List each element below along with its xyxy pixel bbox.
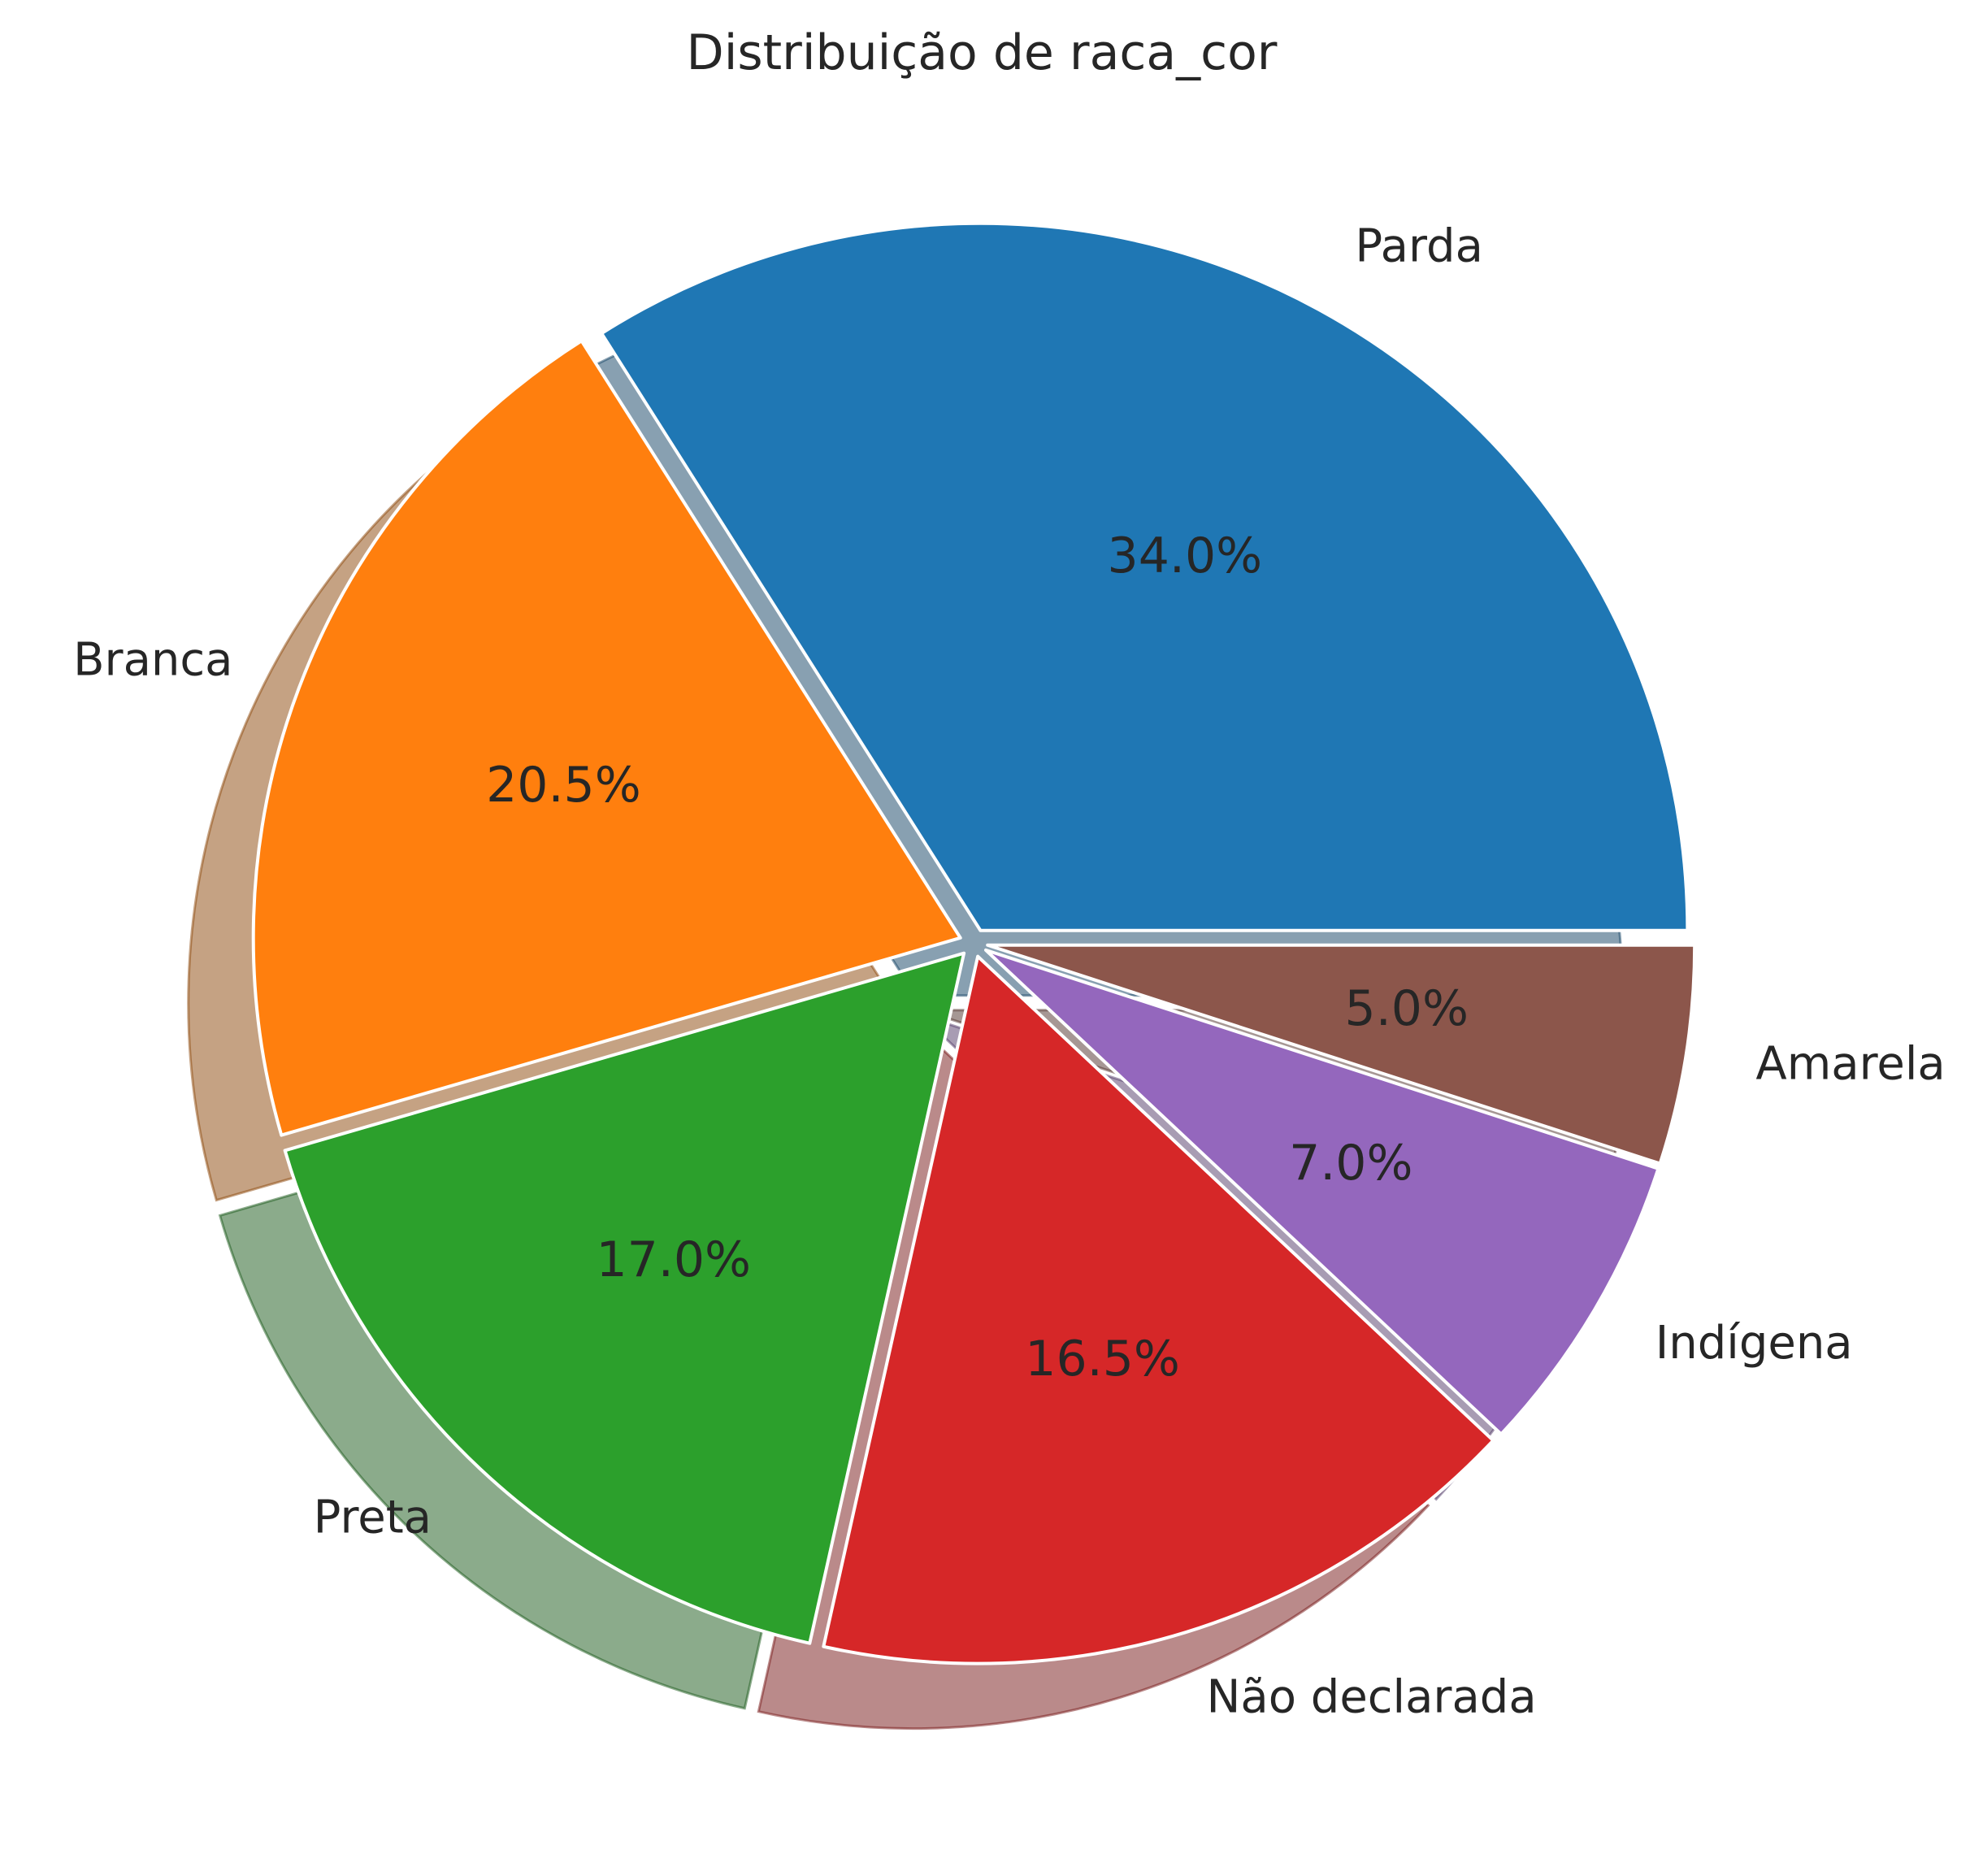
slice-label-preta: Preta [314,1491,432,1544]
slice-value-preta: 17.0% [596,1231,751,1288]
slice-label-branca: Branca [73,634,232,687]
pie-slice-branca [251,339,962,1137]
slice-value-branca: 20.5% [486,757,641,814]
chart-title: Distribuição de raca_cor [687,24,1278,81]
pie-slice-nao-declarada [822,954,1495,1665]
slice-label-indigena: Indígena [1655,1317,1853,1370]
slice-value-parda: 34.0% [1108,528,1263,584]
slice-label-nao-declarada: Não declarada [1207,1670,1537,1723]
pie-slice-amarela [986,943,1697,1166]
slice-value-indigena: 7.0% [1289,1135,1412,1192]
slice-value-nao-declarada: 16.5% [1025,1331,1180,1387]
label-layer: Parda 34.0% Branca 20.5% Preta 17.0% Não decla… [73,219,1946,1723]
pie-slice-parda [600,221,1690,932]
slice-value-amarela: 5.0% [1345,980,1469,1037]
slice-layer [251,221,1697,1665]
slice-label-parda: Parda [1355,219,1482,272]
pie-slice-preta [283,951,966,1645]
pie-slice-indigena [983,948,1660,1436]
slice-label-amarela: Amarela [1755,1038,1945,1091]
